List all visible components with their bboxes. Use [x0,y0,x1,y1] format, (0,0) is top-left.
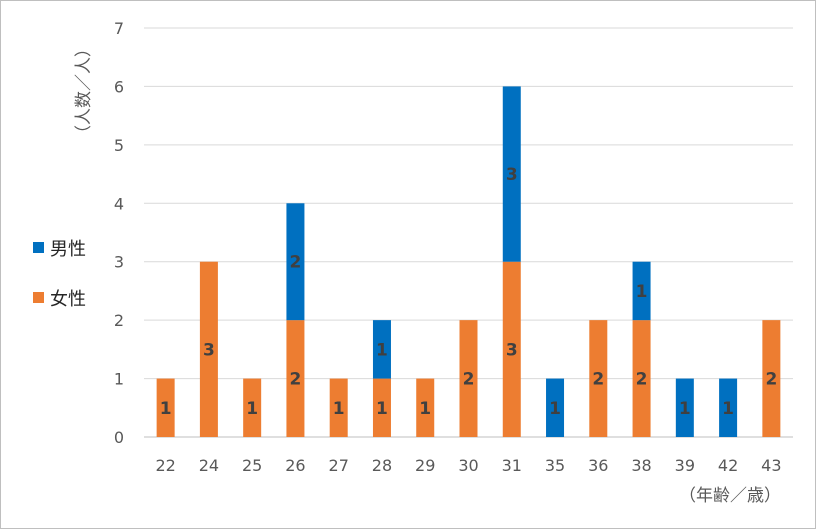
data-label: 1 [722,399,734,419]
y-tick-label: 5 [114,136,124,155]
legend-label-female: 女性 [50,289,86,310]
x-tick-label: 35 [545,456,565,475]
x-axis-title: （年齢／歳） [679,486,781,506]
data-label: 2 [636,370,648,390]
x-tick-label: 30 [458,456,478,475]
bar-male [502,86,521,262]
x-tick-label: 36 [588,456,608,475]
bar-female [372,378,391,437]
data-label: 1 [679,399,691,419]
x-tick-label: 43 [761,456,781,475]
data-label: 2 [765,370,777,390]
legend-label-male: 男性 [50,239,86,260]
data-label: 3 [203,340,215,360]
bar-female [502,261,521,437]
x-tick-label: 29 [415,456,435,475]
y-tick-label: 3 [114,253,124,272]
data-label: 1 [376,399,388,419]
data-label: 1 [333,399,345,419]
x-tick-label: 28 [372,456,392,475]
data-label: 2 [463,370,475,390]
bar-female [459,320,478,437]
bar-female [199,261,218,437]
data-label: 1 [160,399,172,419]
bar-female [156,378,175,437]
data-label: 1 [419,399,431,419]
x-tick-label: 24 [199,456,219,475]
bar-female [589,320,608,437]
data-label: 1 [549,399,561,419]
x-tick-label: 26 [285,456,305,475]
x-tick-label: 22 [155,456,175,475]
y-tick-label: 1 [114,370,124,389]
bar-female [243,378,262,437]
data-label: 2 [290,370,302,390]
bar-male [632,261,651,321]
bar-male [286,203,305,321]
x-tick-label: 27 [329,456,349,475]
bar-female [632,320,651,437]
bar-female [286,320,305,437]
legend-swatch-female [33,292,44,303]
legend-swatch-male [33,242,44,253]
bar-female [329,378,348,437]
bar-female [416,378,435,437]
y-tick-label: 2 [114,311,124,330]
x-tick-label: 38 [631,456,651,475]
data-label: 3 [506,340,518,360]
bar-male [546,378,565,437]
data-label: 2 [592,370,604,390]
y-axis-title: （人数／人） [74,40,94,142]
x-tick-label: 42 [718,456,738,475]
y-tick-label: 7 [114,19,124,38]
x-tick-label: 31 [502,456,522,475]
data-label: 2 [290,253,302,273]
data-label: 3 [506,165,518,185]
y-tick-label: 0 [114,428,124,447]
data-label: 1 [376,340,388,360]
x-tick-label: 25 [242,456,262,475]
bar-male [719,378,738,437]
y-tick-label: 4 [114,194,124,213]
bar-male [372,320,391,379]
y-tick-label: 6 [114,77,124,96]
data-label: 1 [246,399,258,419]
bar-female [762,320,781,437]
x-tick-label: 39 [675,456,695,475]
bar-male [675,378,694,437]
data-label: 1 [636,282,648,302]
